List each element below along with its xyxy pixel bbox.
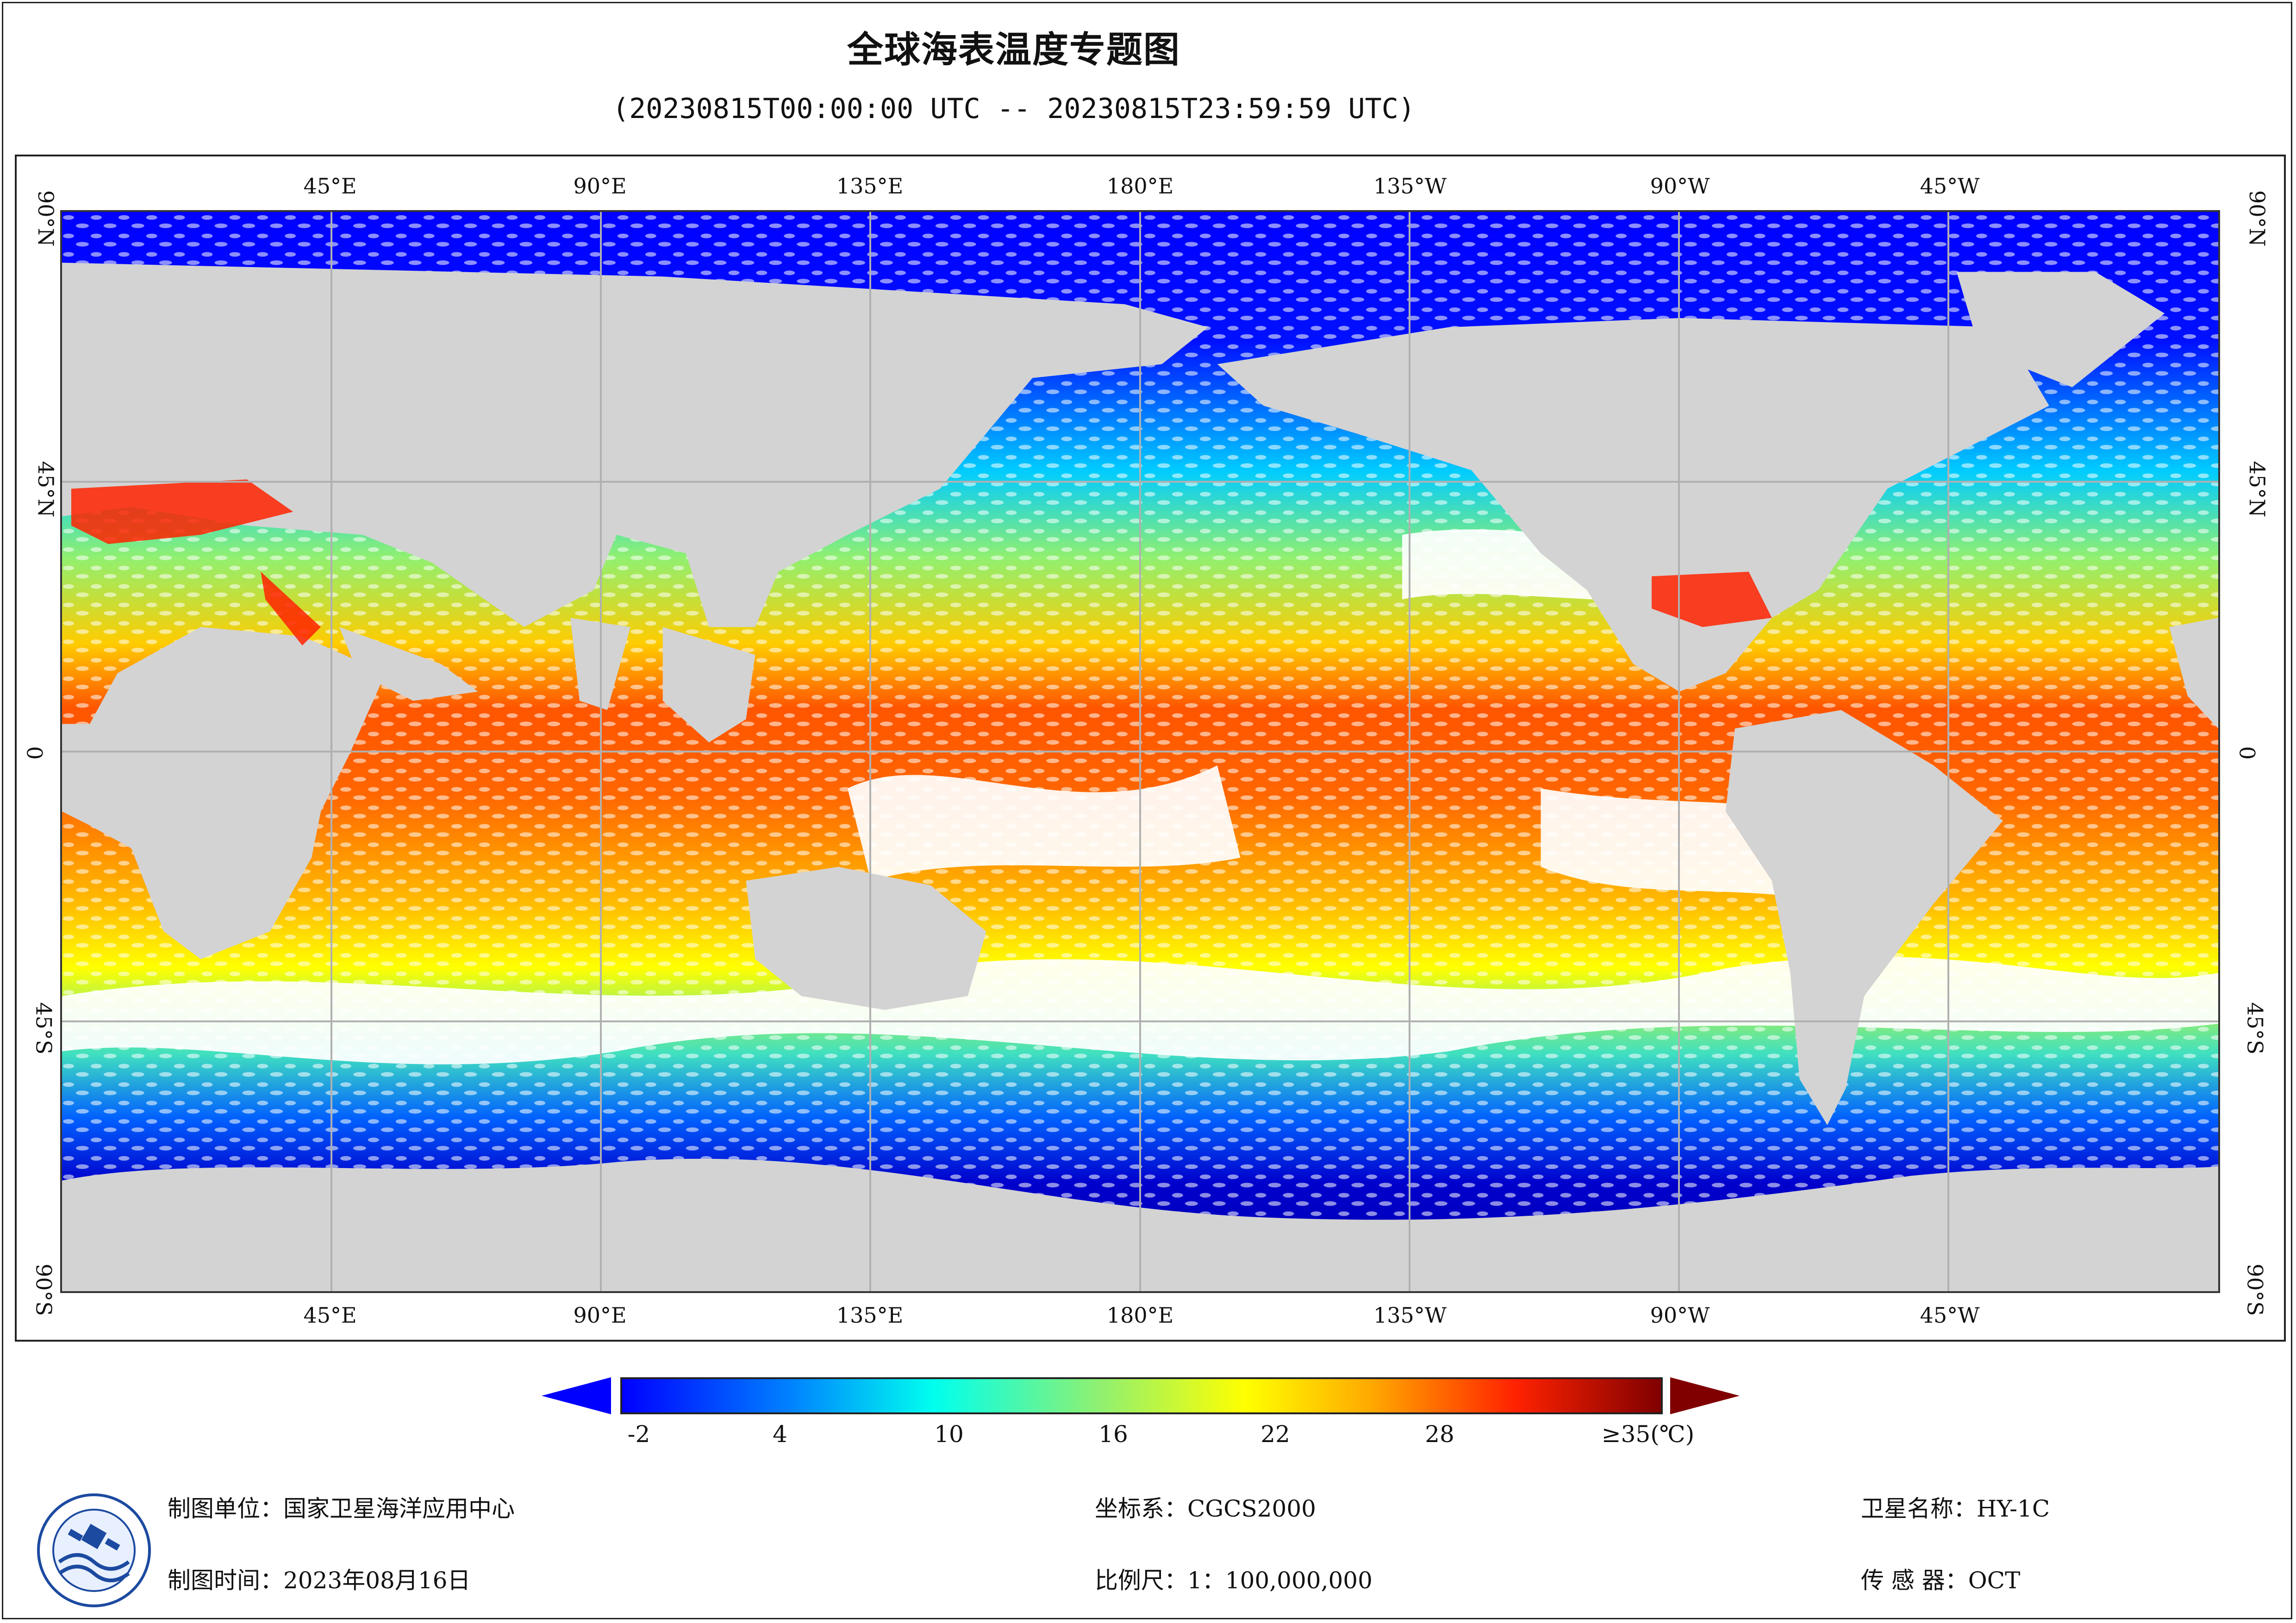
lon-label-top: 45°E [303, 174, 357, 199]
colorbar-label: 4 [773, 1421, 787, 1448]
lon-label-bottom: 135°W [1373, 1303, 1447, 1328]
lat-label-right: 45°S [2242, 1002, 2268, 1055]
colorbar-label: 28 [1425, 1421, 1454, 1448]
lon-label-top: 90°E [573, 174, 627, 199]
lon-label-bottom: 135°E [836, 1303, 904, 1328]
lat-label-left: 90°N [33, 190, 58, 247]
lon-label-top: 135°E [836, 174, 904, 199]
lon-label-bottom: 180°E [1106, 1303, 1174, 1328]
colorbar-label: 16 [1098, 1421, 1128, 1448]
colorbar-label: 22 [1260, 1421, 1290, 1448]
lon-label-top: 180°E [1106, 174, 1174, 199]
production-date: 制图时间：2023年08月16日 [168, 1567, 471, 1594]
lat-label-right: 90°N [2244, 190, 2270, 247]
colorbar [620, 1377, 1663, 1414]
lat-label-left: 45°N [33, 461, 58, 517]
lon-label-top: 135°W [1373, 174, 1447, 199]
nsoas-logo [37, 1493, 151, 1607]
map-scale: 比例尺：1：100,000,000 [1095, 1567, 1373, 1594]
map-title: 全球海表温度专题图 [847, 29, 1180, 71]
sensor-name: 传 感 器：OCT [1861, 1567, 2021, 1594]
lat-label-left: 0 [22, 746, 47, 760]
lat-label-left: 90°S [31, 1263, 56, 1316]
sst-map [60, 210, 2220, 1293]
graticule [62, 212, 2218, 1291]
colorbar-min-arrow [542, 1377, 611, 1414]
lon-label-bottom: 90°W [1650, 1303, 1710, 1328]
coordinate-system: 坐标系：CGCS2000 [1095, 1495, 1316, 1522]
lon-label-bottom: 90°E [573, 1303, 627, 1328]
colorbar-max-arrow [1670, 1377, 1740, 1414]
colorbar-label: -2 [627, 1421, 650, 1448]
producer: 制图单位：国家卫星海洋应用中心 [168, 1495, 515, 1522]
lat-label-right: 0 [2234, 746, 2260, 760]
lat-label-right: 90°S [2242, 1263, 2268, 1316]
colorbar-label: ≥35(℃) [1601, 1421, 1695, 1448]
time-range: (20230815T00:00:00 UTC -- 20230815T23:59… [612, 93, 1415, 125]
lon-label-top: 90°W [1650, 174, 1710, 199]
satellite-name: 卫星名称：HY-1C [1861, 1495, 2050, 1522]
lon-label-top: 45°W [1920, 174, 1980, 199]
colorbar-label: 10 [934, 1421, 964, 1448]
lat-label-left: 45°S [31, 1002, 56, 1055]
lon-label-bottom: 45°W [1920, 1303, 1980, 1328]
sst-map-graphic [62, 212, 2218, 1291]
lon-label-bottom: 45°E [303, 1303, 357, 1328]
map-frame [15, 155, 2286, 1342]
lat-label-right: 45°N [2244, 461, 2270, 517]
hot-spots [71, 479, 1772, 646]
